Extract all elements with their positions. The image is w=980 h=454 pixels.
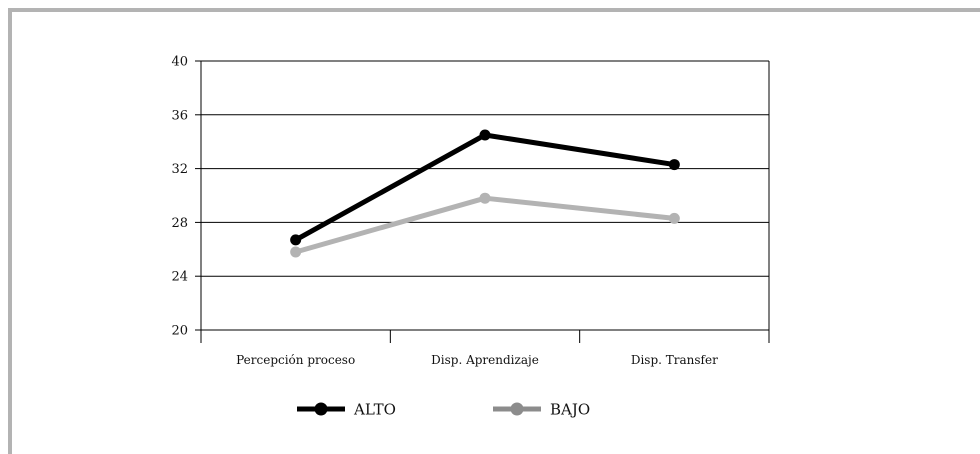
y-tick-label: 20 (171, 324, 188, 339)
data-point-alto (290, 234, 302, 246)
legend-swatch-marker-alto (314, 402, 328, 416)
series (290, 129, 680, 258)
data-point-bajo (290, 246, 302, 258)
frame-left-border (8, 8, 12, 454)
data-point-bajo (668, 212, 680, 224)
y-tick-labels: 20 24 28 32 36 40 (171, 55, 188, 339)
legend-label-bajo: BAJO (550, 401, 590, 419)
y-tick-label: 40 (171, 55, 188, 70)
data-point-bajo (479, 192, 491, 204)
y-tick-label: 32 (171, 162, 188, 177)
legend-swatch-marker-bajo (510, 402, 524, 416)
x-tick-label: Disp. Transfer (631, 353, 718, 367)
axes (195, 60, 770, 343)
y-tick-label: 28 (171, 216, 188, 231)
series-line-alto (293, 132, 677, 243)
y-tick-label: 24 (171, 270, 188, 285)
legend-label-alto: ALTO (353, 401, 396, 419)
x-tick-labels: Percepción proceso Disp. Aprendizaje Disp.… (236, 353, 718, 367)
data-point-alto (668, 159, 680, 171)
x-tick-label: Disp. Aprendizaje (431, 353, 539, 367)
data-point-alto (479, 129, 491, 141)
y-tick-label: 36 (171, 108, 188, 123)
x-tick-label: Percepción proceso (236, 353, 355, 367)
frame-top-border (8, 8, 980, 12)
legend: ALTO BAJO (297, 401, 590, 419)
